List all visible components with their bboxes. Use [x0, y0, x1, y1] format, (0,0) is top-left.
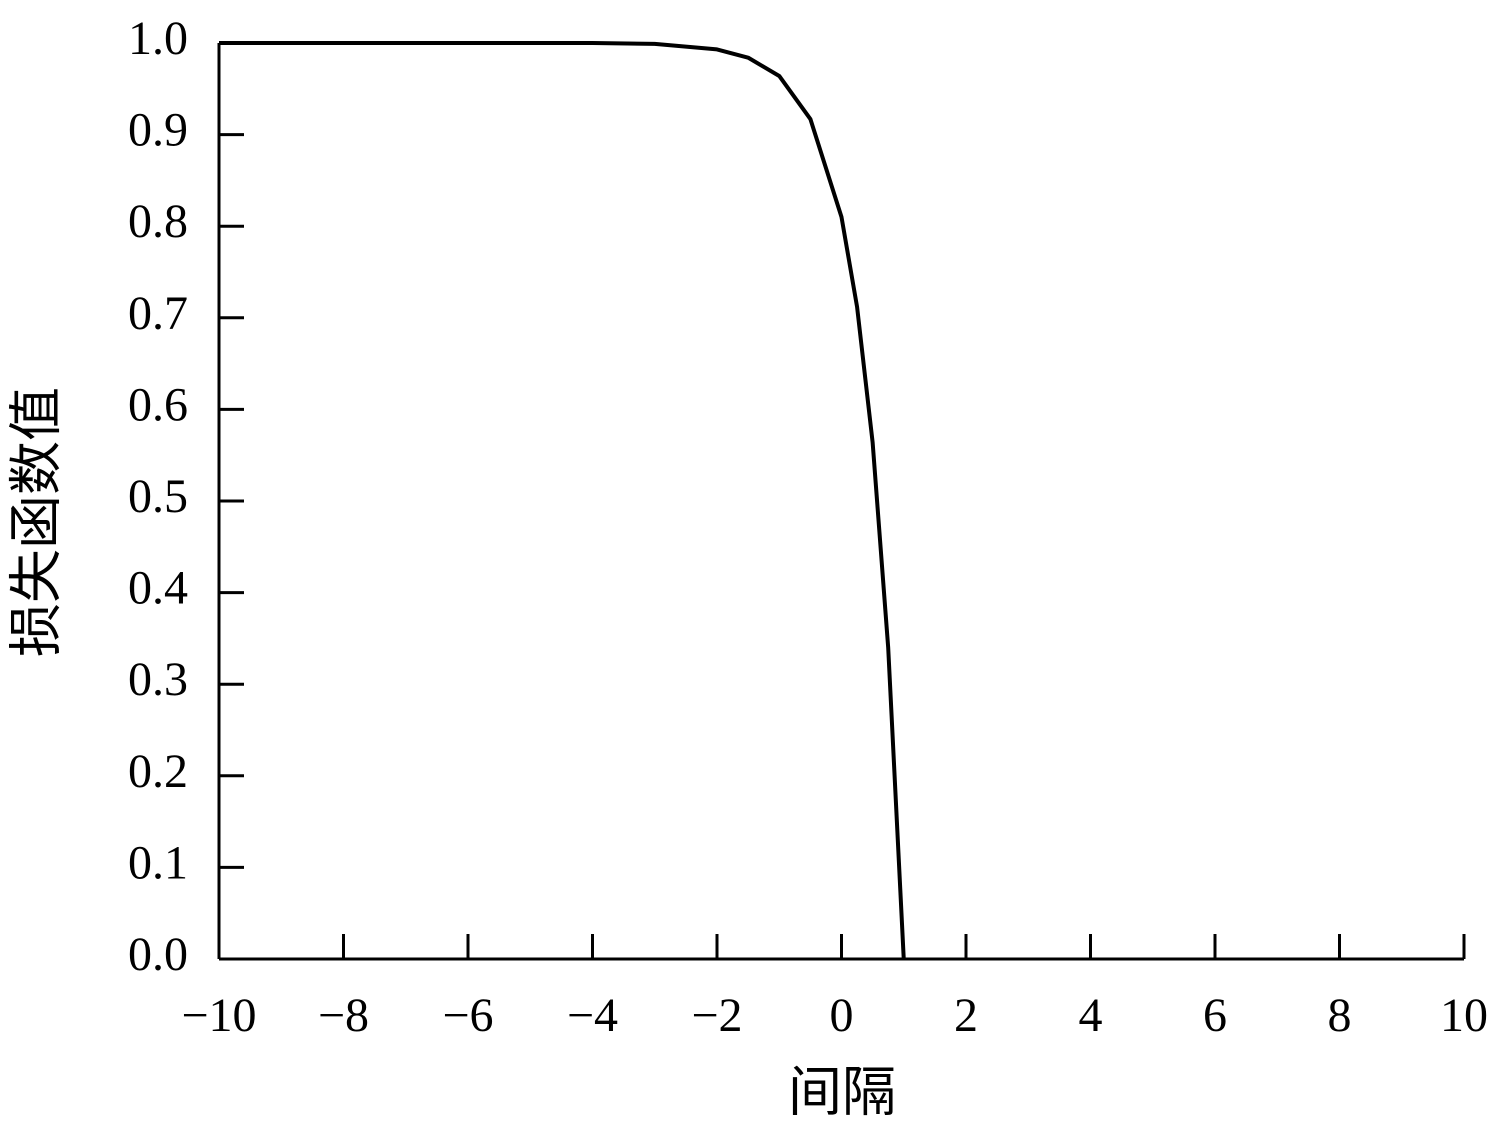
- y-tick-label: 0.6: [128, 378, 188, 431]
- x-tick-label: −6: [442, 989, 493, 1042]
- y-tick-label: 0.7: [128, 287, 188, 340]
- x-tick-label: 4: [1079, 989, 1103, 1042]
- x-tick-label: 10: [1440, 989, 1488, 1042]
- y-tick-label: 0.2: [128, 745, 188, 798]
- y-tick-label: 1.0: [128, 12, 188, 65]
- x-tick-label: −2: [691, 989, 742, 1042]
- x-tick-label: 8: [1328, 989, 1352, 1042]
- x-tick-label: 6: [1203, 989, 1227, 1042]
- y-axis-label: 损失函数值: [6, 387, 66, 657]
- loss-line: [219, 41, 906, 960]
- y-tick-label: 0.9: [128, 104, 188, 157]
- x-tick-label: −8: [318, 989, 369, 1042]
- y-tick-label: 0.1: [128, 836, 188, 889]
- y-tick-label: 0.0: [128, 928, 188, 981]
- x-tick-label: −10: [181, 989, 256, 1042]
- x-axis-label: 间隔: [788, 1062, 896, 1122]
- x-tick-label: −4: [567, 989, 618, 1042]
- x-tick-label: 0: [830, 989, 854, 1042]
- x-tick-label: 2: [954, 989, 978, 1042]
- y-tick-label: 0.3: [128, 653, 188, 706]
- y-tick-label: 0.5: [128, 470, 188, 523]
- y-tick-label: 0.4: [128, 562, 188, 615]
- y-tick-label: 0.8: [128, 195, 188, 248]
